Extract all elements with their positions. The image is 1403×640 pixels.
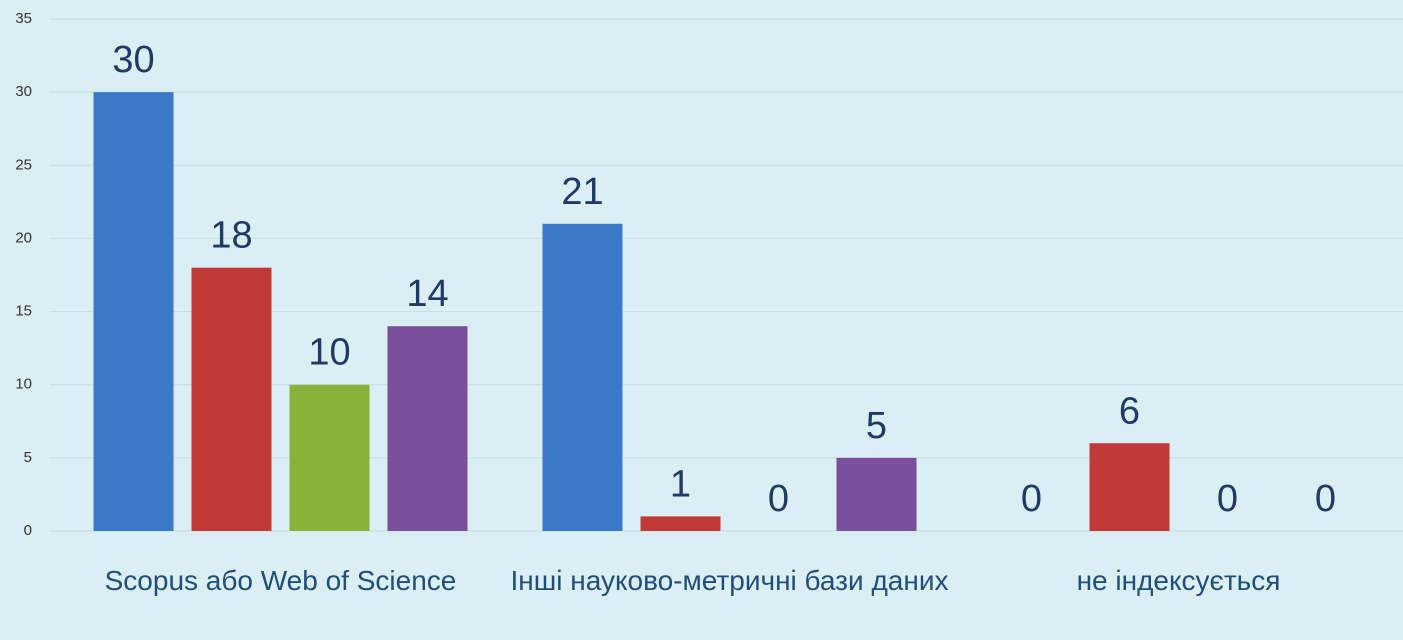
bar xyxy=(640,516,721,531)
y-tick-label: 15 xyxy=(15,303,32,320)
x-tick-label: Scopus або Web of Science xyxy=(104,565,457,596)
value-label: 1 xyxy=(670,463,691,505)
value-label: 18 xyxy=(210,215,252,257)
bar xyxy=(836,457,917,531)
x-tick-label: Інші науково-метричні бази даних xyxy=(510,565,949,596)
y-tick-label: 30 xyxy=(15,83,32,100)
y-tick-label: 10 xyxy=(15,376,32,393)
value-label: 10 xyxy=(308,332,350,374)
bar xyxy=(1089,443,1170,531)
value-label: 0 xyxy=(768,478,789,520)
bar xyxy=(191,267,272,531)
bar xyxy=(289,384,370,531)
y-tick-label: 20 xyxy=(15,229,32,246)
y-tick-label: 35 xyxy=(15,10,32,27)
y-tick-label: 5 xyxy=(24,449,32,466)
bar xyxy=(542,223,623,532)
y-tick-label: 0 xyxy=(24,522,32,539)
value-label: 0 xyxy=(1217,478,1238,520)
value-label: 21 xyxy=(561,171,603,213)
value-label: 0 xyxy=(1315,478,1336,520)
value-label: 5 xyxy=(866,405,887,447)
value-label: 0 xyxy=(1021,478,1042,520)
bar xyxy=(93,92,174,532)
x-tick-label: не індексується xyxy=(1076,565,1281,596)
value-label: 14 xyxy=(406,273,448,315)
value-label: 6 xyxy=(1119,390,1140,432)
y-tick-label: 25 xyxy=(15,156,32,173)
value-label: 30 xyxy=(112,39,154,81)
bar xyxy=(387,326,468,531)
